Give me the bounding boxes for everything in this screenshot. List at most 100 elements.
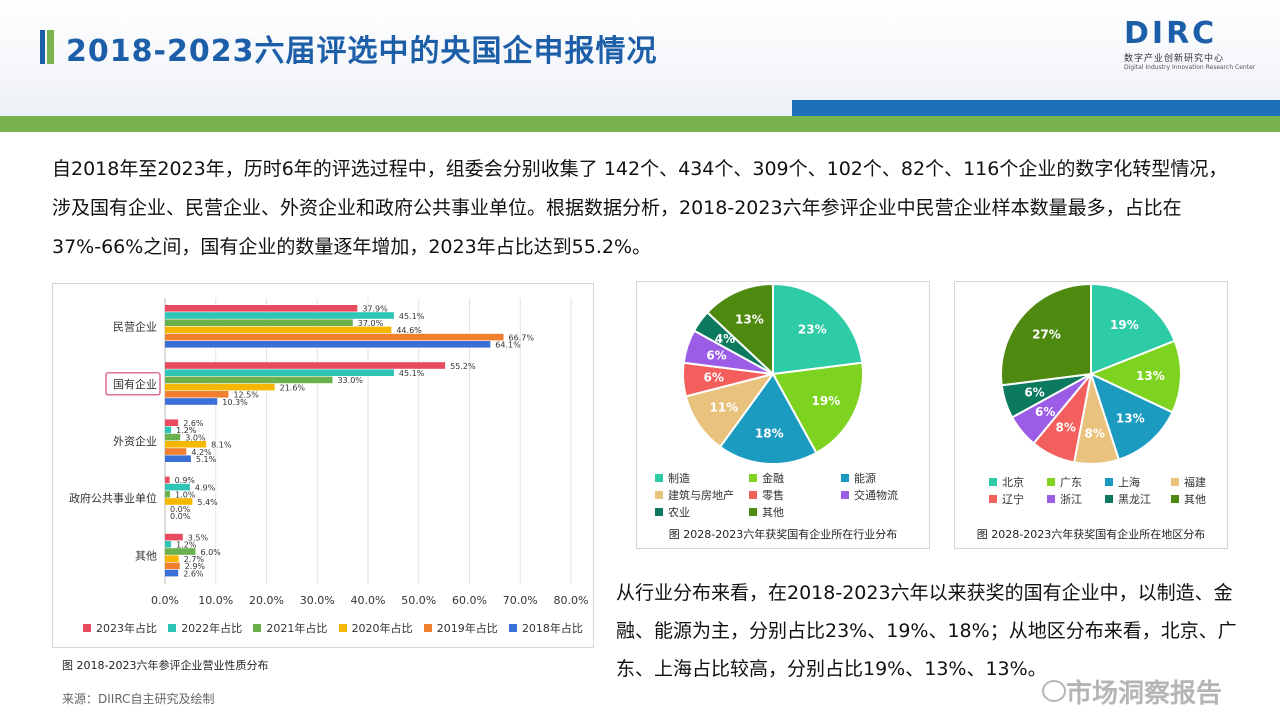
bar-data-label: 10.3% xyxy=(222,398,248,407)
bar-data-label: 44.6% xyxy=(396,326,422,335)
pie-slice-label: 8% xyxy=(1085,426,1105,440)
bar-data-label: 0.9% xyxy=(175,476,196,485)
legend-swatch xyxy=(1171,478,1179,486)
bar-chart-legend: 2023年占比 2022年占比 2021年占比 2020年占比 2019年占比 2018年… xyxy=(83,620,583,636)
legend-swatch xyxy=(655,491,663,499)
legend-swatch xyxy=(83,624,91,632)
bar-data-label: 6.0% xyxy=(200,548,221,557)
legend-item: 其他 xyxy=(1171,491,1221,507)
pie-slice xyxy=(771,361,864,455)
bar-data-label: 5.4% xyxy=(197,498,218,507)
legend-item: 2019年占比 xyxy=(423,620,498,636)
x-tick-label: 10.0% xyxy=(198,594,233,607)
header-band-green xyxy=(0,116,1280,132)
header: 2018-2023六届评选中的央国企申报情况 DIRC 数字产业创新研究中心 D… xyxy=(0,0,1280,116)
bar xyxy=(165,569,179,577)
pie-slice xyxy=(1089,372,1174,461)
legend-item: 浙江 xyxy=(1047,491,1099,507)
bar xyxy=(165,383,275,391)
legend-item: 农业 xyxy=(655,504,743,520)
watermark-icon xyxy=(1042,680,1066,702)
bar xyxy=(165,391,229,398)
bar xyxy=(165,455,191,462)
bar-data-label: 45.1% xyxy=(399,312,425,321)
bar xyxy=(165,433,181,441)
page-title: 2018-2023六届评选中的央国企申报情况 xyxy=(66,34,658,69)
legend-label: 2023年占比 xyxy=(96,622,157,635)
legend-item: 2018年占比 xyxy=(508,620,583,636)
legend-label: 浙江 xyxy=(1060,493,1082,506)
legend-swatch xyxy=(1105,478,1113,486)
bar-chart: 0.0% 10.0% 20.0% 30.0% 40.0% 50.0% 60.0% 70.0% 8… xyxy=(69,298,588,607)
bar-data-label: 12.5% xyxy=(233,391,259,400)
industry-pie-chart: 23% 19% 18% 11% 6% 6% 4%13% xyxy=(682,282,864,465)
pie-slice xyxy=(772,282,864,376)
legend-item: 交通物流 xyxy=(841,487,931,503)
analysis-paragraph: 从行业分布来看，在2018-2023六年以来获奖的国有企业中，以制造、金融、能源… xyxy=(616,582,1237,680)
legend-label: 2021年占比 xyxy=(266,622,328,635)
legend-swatch xyxy=(508,624,517,632)
legend-label: 北京 xyxy=(1002,476,1024,489)
legend-item: 制造 xyxy=(655,470,743,486)
bar-data-label: 37.0% xyxy=(358,319,384,328)
pie-slice xyxy=(1090,282,1176,376)
bar-data-label: 1.0% xyxy=(175,491,196,500)
legend-swatch xyxy=(989,478,997,486)
bar-data-label: 2.9% xyxy=(185,562,206,571)
bar xyxy=(165,341,491,348)
x-tick-label: 40.0% xyxy=(351,594,386,607)
legend-item: 2020年占比 xyxy=(338,620,413,636)
bar-data-label: 1.2% xyxy=(176,541,197,550)
bar xyxy=(165,319,353,326)
category-label: 政府公共事业单位 xyxy=(69,491,157,505)
pie-slice-label: 19% xyxy=(1110,318,1139,332)
bar-data-label: 4.2% xyxy=(191,448,212,457)
legend-label: 2020年占比 xyxy=(351,622,413,635)
bar xyxy=(165,362,446,369)
legend-label: 2019年占比 xyxy=(436,622,498,635)
x-tick-label: 0.0% xyxy=(151,594,179,607)
bar-data-label: 2.6% xyxy=(183,419,204,428)
legend-item: 福建 xyxy=(1171,474,1221,490)
bar-data-label: 55.2% xyxy=(450,362,476,371)
x-tick-label: 20.0% xyxy=(249,594,284,607)
pie-slice-label: 8% xyxy=(1056,421,1076,435)
header-band-blue xyxy=(792,100,1280,116)
pie-slice-label: 23% xyxy=(798,322,827,336)
bar-data-label: 2.7% xyxy=(184,555,205,564)
pie-slice-label: 18% xyxy=(755,426,784,440)
bar xyxy=(165,483,190,491)
legend-swatch xyxy=(1047,495,1055,503)
title-accent-icon xyxy=(40,30,54,64)
pie-slice xyxy=(705,282,774,377)
category-label: 外资企业 xyxy=(113,434,157,448)
category-highlight-box xyxy=(105,372,161,396)
legend-label: 农业 xyxy=(668,506,690,519)
pie-slice xyxy=(718,372,818,465)
legend-label: 2022年占比 xyxy=(181,622,243,635)
region-pie-legend: 北京 广东 上海 福建 辽宁 浙江 黑龙江 其他 xyxy=(989,474,1221,507)
watermark-text: 市场洞察报告 xyxy=(1066,679,1223,709)
bar-data-label: 2.6% xyxy=(183,569,204,578)
legend-swatch xyxy=(841,474,849,482)
bar xyxy=(165,305,358,312)
bar xyxy=(165,326,392,334)
bar-chart-caption: 图 2018-2023六年参评企业营业性质分布 xyxy=(62,659,269,672)
pie-slice-label: 13% xyxy=(735,312,764,326)
legend-label: 能源 xyxy=(854,472,876,485)
bar xyxy=(165,491,171,498)
legend-item: 辽宁 xyxy=(989,491,1041,507)
bar-data-label: 5.1% xyxy=(196,455,217,464)
category-label: 其他 xyxy=(135,549,157,562)
legend-swatch xyxy=(749,491,757,499)
legend-label: 上海 xyxy=(1118,476,1140,489)
legend-item: 零售 xyxy=(749,487,835,503)
legend-item: 其他 xyxy=(749,504,835,520)
x-tick-label: 50.0% xyxy=(401,594,436,607)
legend-label: 建筑与房地产 xyxy=(668,489,734,502)
region-pie-caption: 图 2028-2023六年获奖国有企业所在地区分布 xyxy=(976,528,1206,541)
legend-swatch xyxy=(253,624,262,632)
pie-slice-label: 6% xyxy=(1035,405,1055,419)
legend-item: 能源 xyxy=(841,470,931,486)
legend-item: 2022年占比 xyxy=(168,620,242,636)
